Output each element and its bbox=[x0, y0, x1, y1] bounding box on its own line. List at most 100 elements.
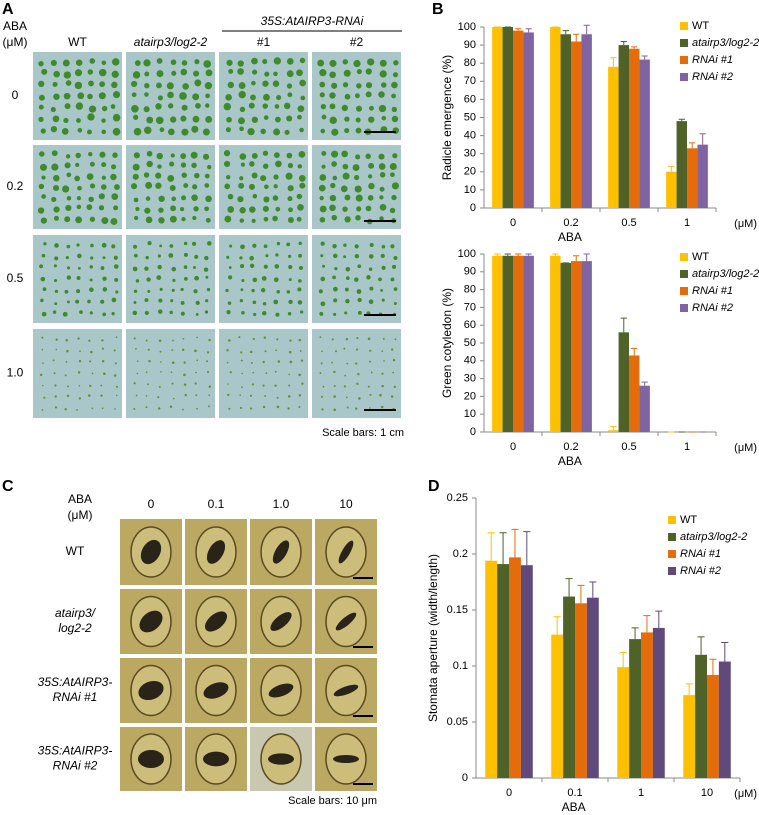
row-label: atairp3/ bbox=[55, 606, 97, 620]
seedling bbox=[135, 347, 137, 350]
seedling bbox=[329, 59, 337, 67]
seedling bbox=[331, 150, 339, 158]
seedling bbox=[208, 394, 211, 396]
seedling bbox=[53, 264, 57, 268]
seedling bbox=[98, 68, 107, 77]
seedling bbox=[53, 372, 56, 375]
seedling bbox=[368, 407, 371, 409]
seedling bbox=[144, 310, 149, 316]
seedling bbox=[65, 204, 72, 212]
seedling bbox=[113, 349, 116, 352]
seedling bbox=[38, 60, 44, 67]
seedling bbox=[352, 164, 360, 172]
panel-label: D bbox=[428, 478, 440, 495]
seedling bbox=[79, 350, 81, 353]
row-header: ABA bbox=[3, 19, 27, 33]
seedling bbox=[52, 310, 57, 314]
legend-swatch bbox=[668, 533, 676, 541]
seedling bbox=[54, 384, 57, 387]
seedling bbox=[53, 206, 60, 213]
seedling bbox=[368, 254, 374, 259]
seedling bbox=[131, 104, 139, 113]
seedling bbox=[166, 82, 174, 90]
seedling bbox=[223, 102, 232, 111]
seedling bbox=[61, 128, 69, 135]
error-bar bbox=[589, 581, 597, 598]
y-tick-label: 50 bbox=[464, 111, 476, 123]
seedling bbox=[344, 216, 351, 223]
seedling bbox=[249, 407, 253, 410]
seedling bbox=[368, 299, 374, 305]
bar bbox=[520, 565, 533, 778]
seedling bbox=[76, 118, 81, 123]
seedling bbox=[155, 182, 162, 189]
seedling bbox=[274, 116, 281, 123]
seedling bbox=[133, 114, 139, 120]
seedling bbox=[265, 254, 269, 258]
seedling bbox=[249, 263, 255, 269]
seedling bbox=[262, 59, 268, 65]
x-axis-label: ABA bbox=[558, 230, 582, 244]
column-label: #2 bbox=[350, 35, 364, 49]
seedling bbox=[297, 105, 305, 113]
seedling bbox=[204, 255, 209, 261]
seedling bbox=[370, 371, 373, 374]
seedling bbox=[241, 311, 245, 315]
seedling bbox=[251, 153, 258, 159]
seedling bbox=[167, 91, 174, 99]
seedling bbox=[355, 117, 361, 123]
x-tick-label: 10 bbox=[701, 787, 713, 799]
error-bar bbox=[643, 615, 651, 633]
seedling bbox=[75, 59, 83, 66]
error-bar bbox=[511, 528, 519, 558]
seedling bbox=[180, 287, 184, 292]
seedling bbox=[228, 339, 231, 342]
seedling bbox=[54, 406, 58, 409]
seedling bbox=[365, 82, 373, 89]
bar bbox=[618, 332, 629, 432]
seedling bbox=[298, 279, 302, 283]
seedling bbox=[298, 174, 306, 182]
seedling bbox=[88, 196, 94, 203]
seedling bbox=[98, 92, 106, 100]
seedling bbox=[144, 71, 150, 77]
seedling bbox=[171, 339, 174, 342]
seedling bbox=[208, 385, 212, 388]
y-tick-label: 10 bbox=[464, 184, 476, 196]
seedling bbox=[101, 118, 106, 123]
seedling bbox=[262, 405, 266, 409]
legend-swatch bbox=[680, 56, 688, 64]
seedling bbox=[172, 397, 175, 400]
seedling bbox=[239, 256, 243, 260]
bar bbox=[639, 59, 650, 208]
seedling bbox=[158, 207, 164, 213]
seedling bbox=[319, 311, 324, 316]
seedling bbox=[260, 175, 267, 182]
seedling bbox=[144, 92, 149, 97]
seedling bbox=[342, 59, 348, 65]
seedling bbox=[194, 79, 202, 87]
bar bbox=[676, 121, 687, 208]
seedling bbox=[193, 70, 200, 77]
legend-swatch bbox=[680, 22, 688, 30]
bar bbox=[509, 557, 521, 778]
seedling bbox=[365, 91, 372, 98]
seedling bbox=[184, 393, 187, 397]
seedling bbox=[64, 103, 71, 110]
row-label: 35S:AtAIRP3- bbox=[38, 744, 113, 758]
seedling bbox=[262, 310, 267, 316]
seedling bbox=[319, 216, 326, 223]
error-bar bbox=[553, 616, 561, 635]
x-unit: (μM) bbox=[734, 788, 757, 800]
seedling bbox=[391, 93, 397, 99]
seedling bbox=[77, 185, 82, 191]
seedling bbox=[204, 183, 210, 188]
seedling bbox=[223, 150, 231, 157]
error-bar bbox=[573, 255, 580, 262]
seedling bbox=[101, 105, 108, 112]
photo bbox=[33, 329, 122, 418]
seedling bbox=[322, 385, 325, 388]
seedling bbox=[180, 68, 188, 76]
seedling bbox=[240, 162, 246, 167]
seedling bbox=[53, 215, 59, 221]
